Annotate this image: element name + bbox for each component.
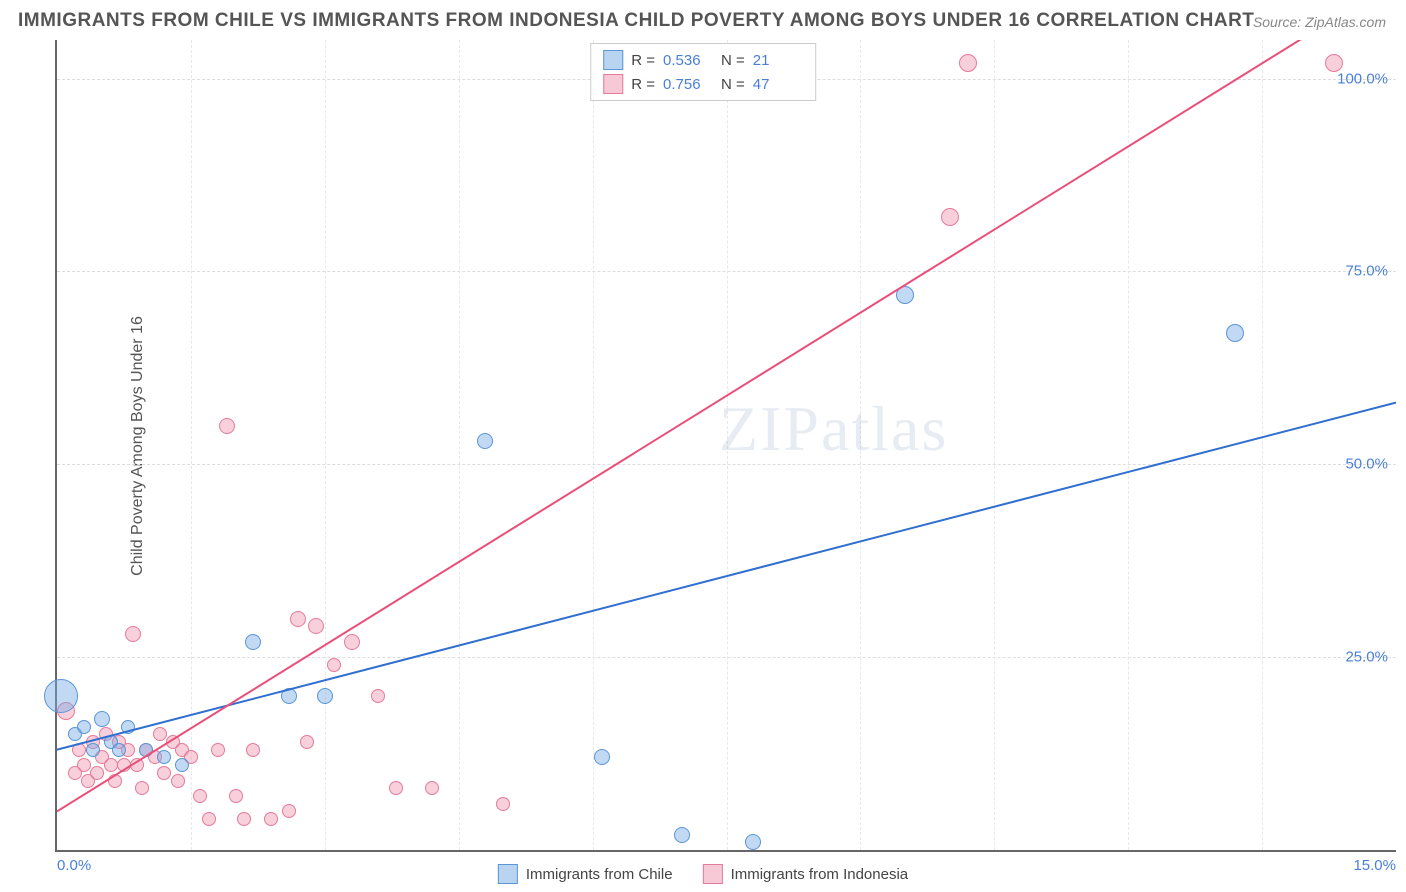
data-point [1226,324,1244,342]
data-point [117,758,131,772]
r-value-indonesia: 0.756 [663,76,713,93]
data-point [344,634,360,650]
x-tick-label: 15.0% [1353,857,1396,874]
plot-area: ZIPatlas 25.0%50.0%75.0%100.0%0.0%15.0% [55,40,1396,852]
gridline-v [860,40,861,850]
data-point [290,611,306,627]
r-value-chile: 0.536 [663,52,713,69]
data-point [94,711,110,727]
gridline-v [325,40,326,850]
gridline-v [459,40,460,850]
series-legend: Immigrants from Chile Immigrants from In… [498,864,908,884]
data-point [327,658,341,672]
legend-row-chile: R = 0.536 N = 21 [603,48,803,72]
data-point [246,743,260,757]
series-name-chile: Immigrants from Chile [526,866,673,883]
data-point [77,758,91,772]
r-label: R = [631,52,655,69]
swatch-indonesia [603,74,623,94]
n-label: N = [721,76,745,93]
data-point [282,804,296,818]
data-point [153,727,167,741]
gridline-v [593,40,594,850]
r-label: R = [631,76,655,93]
data-point [139,743,153,757]
data-point [674,827,690,843]
watermark: ZIPatlas [719,392,948,466]
data-point [175,758,189,772]
data-point [125,626,141,642]
data-point [308,618,324,634]
correlation-legend: R = 0.536 N = 21 R = 0.756 N = 47 [590,43,816,101]
data-point [745,834,761,850]
gridline-v [1128,40,1129,850]
data-point [941,208,959,226]
data-point [371,689,385,703]
data-point [171,774,185,788]
gridline-v [191,40,192,850]
data-point [157,766,171,780]
data-point [300,735,314,749]
data-point [896,286,914,304]
legend-item-chile: Immigrants from Chile [498,864,673,884]
y-tick-label: 100.0% [1337,70,1388,87]
data-point [264,812,278,826]
data-point [281,688,297,704]
data-point [959,54,977,72]
data-point [108,774,122,788]
n-value-chile: 21 [753,52,803,69]
gridline-v [994,40,995,850]
chart-title: IMMIGRANTS FROM CHILE VS IMMIGRANTS FROM… [18,10,1254,32]
swatch-indonesia [703,864,723,884]
data-point [157,750,171,764]
data-point [211,743,225,757]
data-point [193,789,207,803]
swatch-chile [498,864,518,884]
data-point [219,418,235,434]
data-point [86,743,100,757]
data-point [594,749,610,765]
series-name-indonesia: Immigrants from Indonesia [731,866,909,883]
data-point [121,720,135,734]
y-tick-label: 75.0% [1345,263,1388,280]
data-point [77,720,91,734]
y-tick-label: 25.0% [1345,649,1388,666]
data-point [90,766,104,780]
x-tick-label: 0.0% [57,857,91,874]
data-point [496,797,510,811]
source-label: Source: ZipAtlas.com [1253,14,1386,30]
data-point [1325,54,1343,72]
gridline-v [1262,40,1263,850]
data-point [317,688,333,704]
y-tick-label: 50.0% [1345,456,1388,473]
data-point [72,743,86,757]
data-point [425,781,439,795]
data-point [112,743,126,757]
data-point [229,789,243,803]
data-point [130,758,144,772]
data-point [477,433,493,449]
data-point [237,812,251,826]
legend-row-indonesia: R = 0.756 N = 47 [603,72,803,96]
data-point [135,781,149,795]
data-point [44,679,78,713]
data-point [245,634,261,650]
n-value-indonesia: 47 [753,76,803,93]
data-point [202,812,216,826]
n-label: N = [721,52,745,69]
swatch-chile [603,50,623,70]
data-point [104,758,118,772]
legend-item-indonesia: Immigrants from Indonesia [703,864,909,884]
gridline-v [727,40,728,850]
data-point [389,781,403,795]
